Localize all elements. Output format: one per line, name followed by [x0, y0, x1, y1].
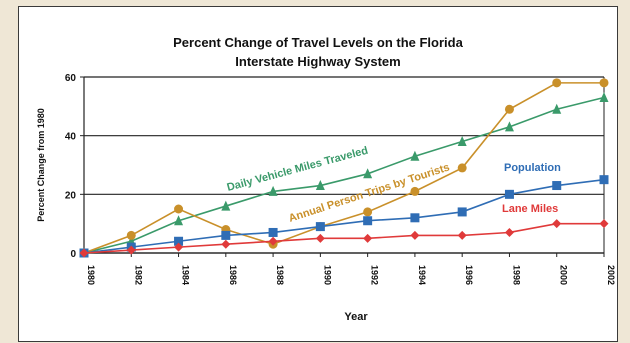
y-tick-label-40: 40: [65, 132, 77, 143]
y-tick-label-60: 60: [65, 73, 77, 84]
series-0-point-5: [315, 180, 325, 191]
series-3-point-11: [599, 219, 609, 229]
series-1-point-11: [599, 78, 609, 88]
series-3-point-9: [504, 227, 514, 237]
series-0-point-9: [504, 121, 514, 132]
series-2-point-2: [174, 236, 184, 246]
series-3-point-10: [552, 219, 562, 229]
series-3-point-7: [410, 230, 420, 240]
series-2-point-11: [599, 175, 609, 185]
y-axis-title: Percent Change from 1980: [36, 108, 46, 222]
series-3-point-4: [268, 236, 278, 246]
series-2-point-3: [221, 230, 231, 240]
y-tick-label-20: 20: [65, 190, 77, 201]
series-3-point-8: [457, 230, 467, 240]
series-0-point-3: [221, 200, 231, 211]
series-0-point-4: [268, 185, 278, 196]
chart-subtitle: Interstate Highway System: [235, 54, 401, 69]
x-tick-label-1994: 1994: [417, 265, 427, 285]
x-tick-label-2002: 2002: [606, 265, 616, 285]
x-tick-label-1992: 1992: [370, 265, 380, 285]
series-3-point-0: [79, 248, 89, 258]
series-3-point-2: [174, 242, 184, 252]
x-tick-label-1990: 1990: [322, 265, 332, 285]
x-tick-label-1982: 1982: [133, 265, 143, 285]
series-1-point-7: [410, 186, 420, 196]
series-label-2: Population: [504, 162, 561, 174]
labels-group: 0 20 40 60 1980 1982 1984 1986 1988 1990 1992 1994 1…: [36, 73, 616, 323]
series-line-0: [83, 96, 605, 254]
x-tick-label-1988: 1988: [275, 265, 285, 285]
y-tick-label-0: 0: [70, 249, 76, 260]
x-tick-label-1986: 1986: [228, 265, 238, 285]
x-tick-label-1980: 1980: [86, 265, 96, 285]
series-1-point-9: [504, 104, 514, 114]
x-tick-label-1998: 1998: [511, 265, 521, 285]
series-2-point-6: [363, 216, 373, 226]
series-1-point-6: [363, 207, 373, 217]
series-line-1: [83, 82, 604, 254]
series-3-point-1: [126, 245, 136, 255]
series-1-point-1: [126, 230, 136, 240]
series-line-3: [83, 222, 604, 254]
series-2-point-4: [268, 227, 278, 237]
series-0-point-6: [363, 168, 373, 179]
series-3-point-6: [363, 233, 373, 243]
series-2-point-7: [410, 213, 420, 223]
series-line-2: [83, 178, 605, 254]
series-2-point-10: [552, 181, 562, 191]
series-0-point-7: [410, 150, 420, 161]
series-0-point-10: [552, 103, 562, 114]
x-tick-label-1984: 1984: [181, 265, 191, 285]
series-3-point-5: [315, 233, 325, 243]
series-1-point-2: [174, 204, 184, 214]
series-0-point-11: [599, 92, 609, 103]
series-1-point-10: [552, 78, 562, 88]
series-1-point-8: [457, 163, 467, 173]
series-2-point-9: [504, 189, 514, 199]
chart-frame: Percent Change of Travel Levels on the F…: [18, 6, 618, 342]
chart-title: Percent Change of Travel Levels on the F…: [173, 35, 463, 50]
x-tick-label-1996: 1996: [464, 265, 474, 285]
series-2-point-8: [457, 207, 467, 217]
x-tick-label-2000: 2000: [559, 265, 569, 285]
series-2-point-5: [315, 222, 325, 232]
series-label-0: Daily Vehicle Miles Traveled: [226, 145, 370, 194]
series-group: [79, 78, 609, 258]
series-3-point-3: [221, 239, 231, 249]
x-axis-title: Year: [344, 311, 368, 323]
series-0-point-8: [457, 136, 467, 147]
series-label-3: Lane Miles: [502, 203, 558, 215]
series-0-point-2: [174, 215, 184, 226]
